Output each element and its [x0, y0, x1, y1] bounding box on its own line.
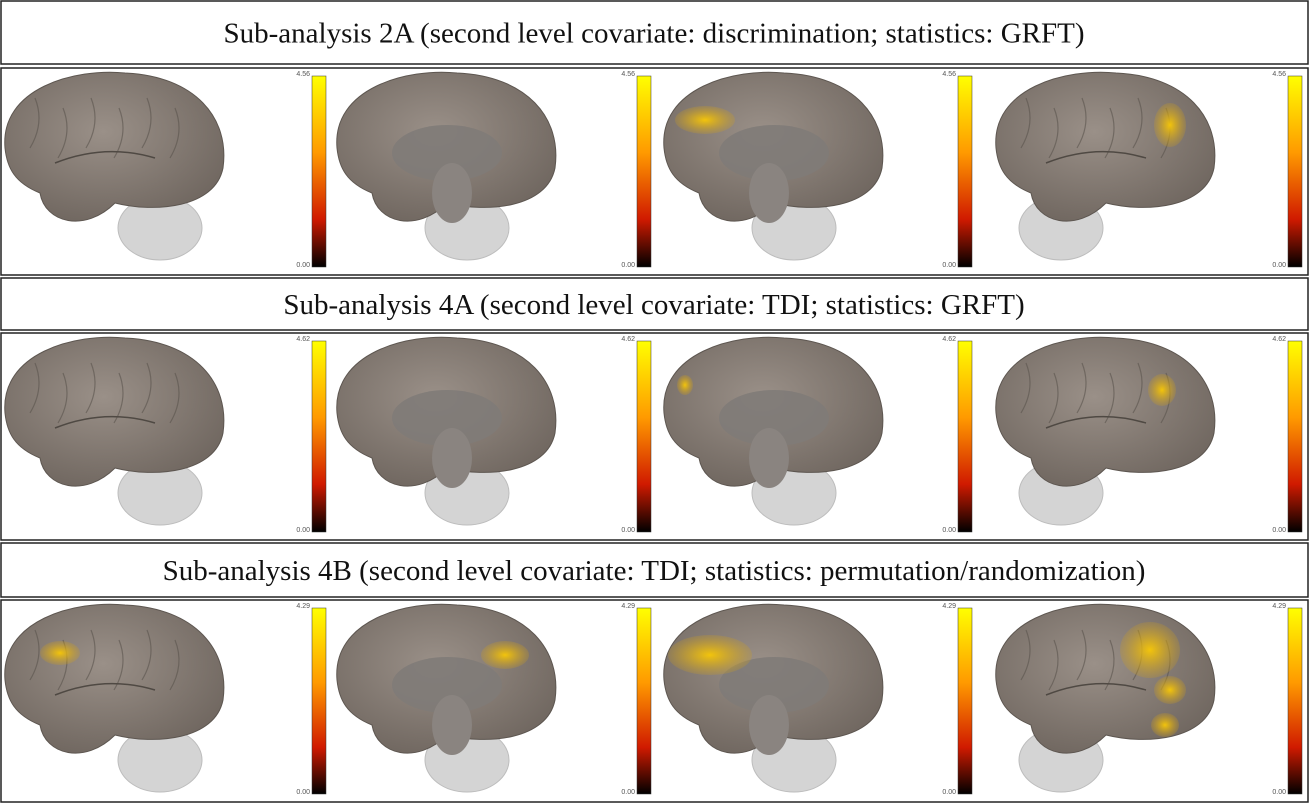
colorbar-min: 0.00: [296, 527, 310, 534]
brainstem: [432, 428, 472, 488]
colorbar-max: 4.62: [1272, 336, 1286, 343]
brainstem: [749, 163, 789, 223]
colorbar-min: 0.00: [1272, 789, 1286, 796]
colorbar-max: 4.29: [296, 603, 310, 610]
row-title: Sub-analysis 4B (second level covariate:…: [163, 555, 1146, 587]
colorbar: [1288, 76, 1302, 267]
colorbar: [1288, 341, 1302, 532]
colorbar-min: 0.00: [621, 789, 635, 796]
colorbar: [312, 76, 326, 267]
colorbar: [1288, 608, 1302, 794]
colorbar-max: 4.56: [942, 71, 956, 78]
activation: [1151, 713, 1179, 737]
activation: [668, 635, 752, 675]
activation: [675, 106, 735, 134]
colorbar-min: 0.00: [1272, 262, 1286, 269]
colorbar: [637, 76, 651, 267]
colorbar: [637, 608, 651, 794]
brainstem: [749, 695, 789, 755]
colorbar: [312, 608, 326, 794]
activation: [40, 641, 80, 665]
colorbar-max: 4.62: [942, 336, 956, 343]
brainstem: [432, 695, 472, 755]
colorbar-min: 0.00: [1272, 527, 1286, 534]
activation: [1148, 374, 1176, 406]
colorbar-max: 4.29: [621, 603, 635, 610]
colorbar: [958, 341, 972, 532]
activation: [1154, 676, 1186, 704]
colorbar-min: 0.00: [621, 262, 635, 269]
colorbar-max: 4.56: [621, 71, 635, 78]
colorbar-min: 0.00: [296, 262, 310, 269]
colorbar-min: 0.00: [296, 789, 310, 796]
colorbar-max: 4.56: [1272, 71, 1286, 78]
colorbar: [637, 341, 651, 532]
colorbar-max: 4.29: [942, 603, 956, 610]
activation: [677, 375, 693, 395]
activation: [481, 641, 529, 669]
figure: Sub-analysis 2A (second level covariate:…: [0, 0, 1309, 803]
colorbar-min: 0.00: [942, 789, 956, 796]
colorbar-max: 4.62: [296, 336, 310, 343]
colorbar-max: 4.62: [621, 336, 635, 343]
colorbar-min: 0.00: [621, 527, 635, 534]
colorbar-max: 4.56: [296, 71, 310, 78]
colorbar-min: 0.00: [942, 527, 956, 534]
activation: [1154, 103, 1186, 147]
brainstem: [749, 428, 789, 488]
colorbar-max: 4.29: [1272, 603, 1286, 610]
activation: [1120, 622, 1180, 678]
row-title: Sub-analysis 2A (second level covariate:…: [224, 18, 1085, 50]
colorbar: [312, 341, 326, 532]
colorbar-min: 0.00: [942, 262, 956, 269]
row-title: Sub-analysis 4A (second level covariate:…: [283, 289, 1024, 321]
colorbar: [958, 608, 972, 794]
brainstem: [432, 163, 472, 223]
colorbar: [958, 76, 972, 267]
